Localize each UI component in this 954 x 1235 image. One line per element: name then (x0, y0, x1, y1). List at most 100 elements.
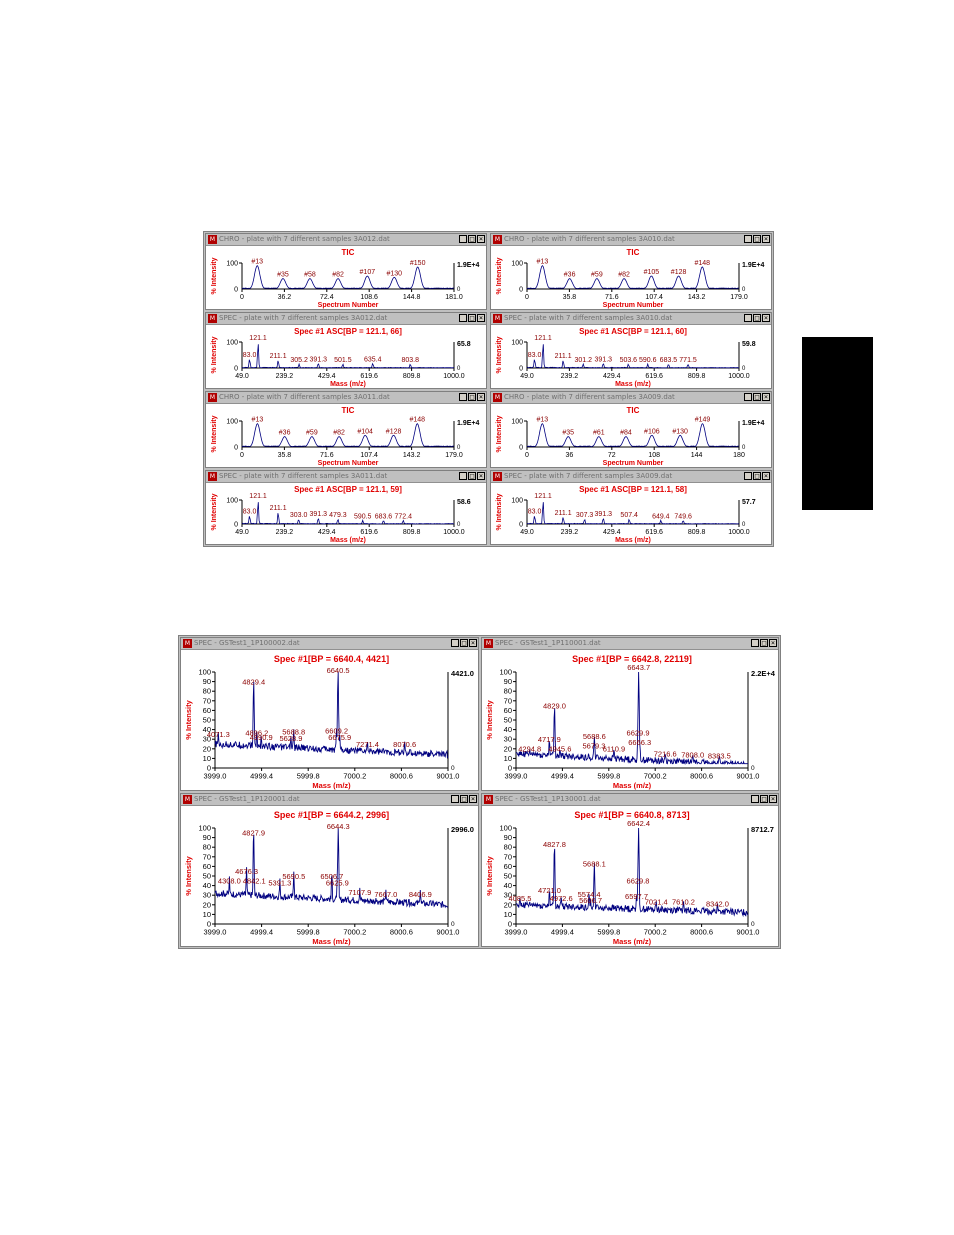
maximize-icon[interactable]: □ (468, 393, 476, 401)
maximize-icon[interactable]: □ (753, 235, 761, 243)
window-titlebar[interactable]: M SPEC - GSTest1_1P120001.dat _ □ × (181, 794, 478, 806)
series-trace (241, 422, 454, 447)
chro-window[interactable]: M CHRO - plate with 7 different samples 3… (205, 233, 487, 310)
maximize-icon[interactable]: □ (753, 393, 761, 401)
close-icon[interactable]: × (762, 235, 770, 243)
right-zero-label: 0 (457, 522, 461, 528)
max-intensity-label: 57.7 (742, 499, 756, 506)
spec-window[interactable]: M SPEC - plate with 7 different samples 3… (205, 470, 487, 545)
window-title: CHRO - plate with 7 different samples 3A… (504, 235, 675, 243)
spec-window[interactable]: M SPEC - GSTest1_1P100002.dat _ □ × Spec #1[B… (180, 637, 479, 791)
window-titlebar[interactable]: M SPEC - plate with 7 different samples 3… (206, 471, 486, 483)
y-axis-label: % Intensity (485, 855, 494, 895)
close-icon[interactable]: × (762, 314, 770, 322)
window-titlebar[interactable]: M CHRO - plate with 7 different samples 3… (206, 392, 486, 404)
close-icon[interactable]: × (477, 472, 485, 480)
window-titlebar[interactable]: M SPEC - plate with 7 different samples 3… (491, 313, 771, 325)
y-zero-label: 0 (519, 445, 523, 452)
y-tick-label: 30 (203, 891, 211, 900)
y-axis-label: % Intensity (496, 493, 503, 530)
window-titlebar[interactable]: M CHRO - plate with 7 different samples 3… (206, 234, 486, 246)
spec-window[interactable]: M SPEC - plate with 7 different samples 3… (205, 312, 487, 389)
x-tick-label: 4999.4 (551, 772, 574, 781)
y-tick-label: 40 (203, 881, 211, 890)
y-top-label: 100 (226, 498, 238, 505)
x-tick-label: 429.4 (603, 529, 621, 536)
y-axis-label: % Intensity (184, 699, 193, 739)
max-intensity-label: 2996.0 (451, 825, 474, 834)
maximize-icon[interactable]: □ (468, 314, 476, 322)
x-tick-label: 4999.4 (250, 928, 273, 937)
spec-window[interactable]: M SPEC - GSTest1_1P120001.dat _ □ × Spec #1[B… (180, 793, 479, 947)
close-icon[interactable]: × (769, 639, 777, 647)
maximize-icon[interactable]: □ (753, 314, 761, 322)
peak-label: 6625.9 (326, 879, 349, 888)
peak-label: 4827.9 (242, 829, 265, 838)
spec-window[interactable]: M SPEC - GSTest1_1P130001.dat _ □ × Spec #1[B… (481, 793, 779, 947)
spec-window[interactable]: M SPEC - plate with 7 different samples 3… (490, 312, 772, 389)
minimize-icon[interactable]: _ (751, 795, 759, 803)
minimize-icon[interactable]: _ (459, 393, 467, 401)
window-titlebar[interactable]: M CHRO - plate with 7 different samples 3… (491, 392, 771, 404)
close-icon[interactable]: × (762, 393, 770, 401)
peak-label: #106 (644, 428, 660, 435)
x-tick-label: 429.4 (603, 373, 621, 380)
close-icon[interactable]: × (477, 235, 485, 243)
minimize-icon[interactable]: _ (744, 393, 752, 401)
chro-window[interactable]: M CHRO - plate with 7 different samples 3… (490, 391, 772, 468)
close-icon[interactable]: × (762, 472, 770, 480)
y-zero-label: 0 (519, 366, 523, 373)
maximize-icon[interactable]: □ (460, 795, 468, 803)
minimize-icon[interactable]: _ (744, 235, 752, 243)
maximize-icon[interactable]: □ (753, 472, 761, 480)
x-tick-label: 7000.2 (644, 928, 667, 937)
x-tick-label: 239.2 (276, 529, 294, 536)
app-icon: M (208, 393, 217, 402)
peak-label: #128 (671, 269, 687, 276)
minimize-icon[interactable]: _ (459, 472, 467, 480)
minimize-icon[interactable]: _ (744, 472, 752, 480)
window-titlebar[interactable]: M SPEC - GSTest1_1P110001.dat _ □ × (482, 638, 778, 650)
close-icon[interactable]: × (469, 795, 477, 803)
y-axis-label: % Intensity (496, 336, 503, 373)
maximize-icon[interactable]: □ (760, 639, 768, 647)
plot-area: Spec #1[BP = 6642.8, 22119] % Intensity Ma… (485, 654, 776, 790)
x-tick-label: 181.0 (445, 294, 463, 301)
close-icon[interactable]: × (469, 639, 477, 647)
x-tick-label: 5999.8 (597, 928, 620, 937)
close-icon[interactable]: × (477, 393, 485, 401)
x-tick-label: 3999.0 (505, 772, 528, 781)
x-tick-label: 36 (566, 452, 574, 459)
window-titlebar[interactable]: M SPEC - GSTest1_1P130001.dat _ □ × (482, 794, 778, 806)
minimize-icon[interactable]: _ (451, 795, 459, 803)
maximize-icon[interactable]: □ (460, 639, 468, 647)
app-icon: M (484, 795, 493, 804)
chro-window[interactable]: M CHRO - plate with 7 different samples 3… (490, 233, 772, 310)
plot-title: TIC (342, 248, 355, 257)
window-titlebar[interactable]: M SPEC - GSTest1_1P100002.dat _ □ × (181, 638, 478, 650)
spec-window[interactable]: M SPEC - plate with 7 different samples 3… (490, 470, 772, 545)
close-icon[interactable]: × (769, 795, 777, 803)
y-tick-label: 60 (504, 862, 512, 871)
minimize-icon[interactable]: _ (744, 314, 752, 322)
app-icon: M (493, 472, 502, 481)
window-titlebar[interactable]: M SPEC - plate with 7 different samples 3… (206, 313, 486, 325)
app-icon: M (208, 472, 217, 481)
y-zero-label: 0 (234, 366, 238, 373)
close-icon[interactable]: × (477, 314, 485, 322)
window-titlebar[interactable]: M CHRO - plate with 7 different samples 3… (491, 234, 771, 246)
spec-window[interactable]: M SPEC - GSTest1_1P110001.dat _ □ × Spec #1[B… (481, 637, 779, 791)
peak-label: 803.8 (401, 357, 419, 364)
maximize-icon[interactable]: □ (468, 472, 476, 480)
chro-window[interactable]: M CHRO - plate with 7 different samples 3… (205, 391, 487, 468)
minimize-icon[interactable]: _ (459, 235, 467, 243)
window-titlebar[interactable]: M SPEC - plate with 7 different samples 3… (491, 471, 771, 483)
peak-label: 4896.2 (245, 728, 268, 737)
x-tick-label: 35.8 (278, 452, 292, 459)
minimize-icon[interactable]: _ (751, 639, 759, 647)
minimize-icon[interactable]: _ (459, 314, 467, 322)
maximize-icon[interactable]: □ (760, 795, 768, 803)
maximize-icon[interactable]: □ (468, 235, 476, 243)
minimize-icon[interactable]: _ (451, 639, 459, 647)
